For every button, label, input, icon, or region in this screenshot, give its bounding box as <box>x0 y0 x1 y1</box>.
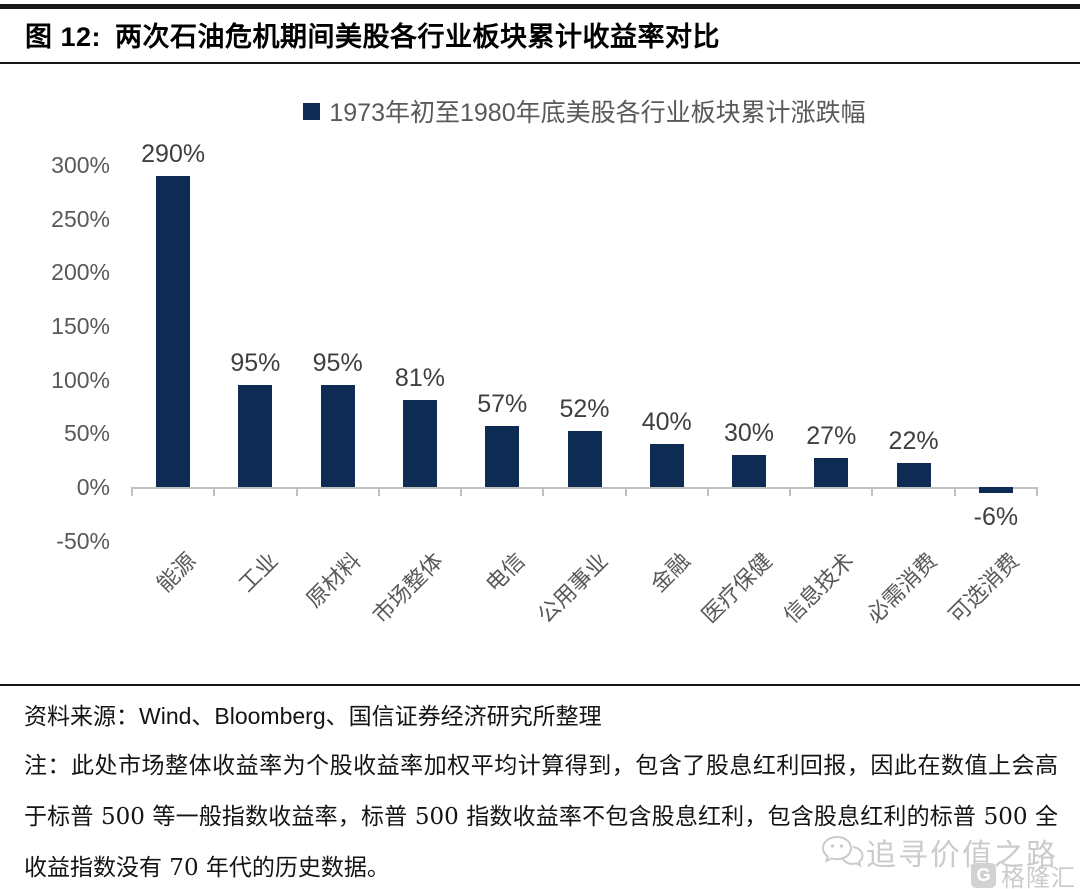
figure-title-text: 两次石油危机期间美股各行业板块累计收益率对比 <box>115 22 721 52</box>
axis-tick <box>213 487 216 496</box>
bar-value-label: -6% <box>973 503 1019 532</box>
wechat-watermark-text: 追寻价值之路 <box>866 839 1058 872</box>
bar-value-label: 30% <box>724 418 775 447</box>
y-tick-label: 250% <box>51 205 110 232</box>
bar <box>238 385 273 487</box>
y-tick-label: -50% <box>56 527 110 554</box>
bar <box>732 454 767 487</box>
gelonghui-watermark: G 格隆汇 <box>971 858 1076 889</box>
axis-tick <box>377 487 380 496</box>
bar-value-label: 290% <box>141 139 206 168</box>
axis-tick <box>542 487 545 496</box>
chart-legend: 1973年初至1980年底美股各行业板块累计涨跌幅 <box>132 93 1037 129</box>
figure-caption: 图 12: 两次石油危机期间美股各行业板块累计收益率对比 <box>25 15 720 54</box>
footer-divider-rule <box>0 684 1080 686</box>
axis-tick <box>953 487 956 496</box>
y-tick-label: 0% <box>76 474 110 500</box>
axis-tick <box>706 487 709 496</box>
bar-value-label: 52% <box>559 395 610 424</box>
legend-swatch-icon <box>303 102 321 120</box>
bar-value-label: 27% <box>806 422 857 451</box>
y-tick-label: 100% <box>51 366 110 393</box>
bar-value-label: 22% <box>888 427 939 456</box>
axis-tick <box>789 487 792 496</box>
y-tick-label: 150% <box>51 313 110 340</box>
bar <box>402 400 437 487</box>
data-source-line: 资料来源：Wind、Bloomberg、国信证券经济研究所整理 <box>24 703 602 729</box>
axis-tick <box>460 487 463 496</box>
wechat-watermark: 追寻价值之路 <box>820 830 1058 874</box>
y-tick-label: 300% <box>51 152 110 179</box>
axis-tick <box>1036 487 1038 496</box>
bar <box>896 463 931 487</box>
y-tick-label: 50% <box>63 420 110 447</box>
bar <box>485 425 520 487</box>
bar <box>814 458 849 487</box>
bar <box>978 487 1013 494</box>
y-tick-label: 200% <box>51 259 110 286</box>
footnote-text: 注：此处市场整体收益率为个股收益率加权平均计算得到，包含了股息红利回报，因此在数… <box>24 753 1058 881</box>
axis-tick <box>295 487 298 496</box>
gelonghui-logo-icon: G <box>971 863 996 888</box>
bar-value-label: 95% <box>230 349 281 378</box>
axis-tick <box>871 487 874 496</box>
x-axis-line <box>132 487 1037 489</box>
bar-value-label: 40% <box>641 408 692 437</box>
bar <box>567 431 602 487</box>
bar-value-label: 57% <box>477 389 528 418</box>
axis-tick <box>131 487 133 496</box>
bar <box>156 175 191 487</box>
figure-number: 图 12: <box>25 22 102 52</box>
gelonghui-logo-text: 格隆汇 <box>1001 865 1076 889</box>
wechat-icon <box>821 835 864 868</box>
bar <box>320 385 355 487</box>
axis-tick <box>624 487 627 496</box>
bar-value-label: 81% <box>394 364 445 393</box>
bar <box>649 444 684 487</box>
top-border-rule <box>0 4 1080 9</box>
bar-value-label: 95% <box>312 349 363 378</box>
caption-divider-rule <box>0 62 1080 64</box>
legend-series-label: 1973年初至1980年底美股各行业板块累计涨跌幅 <box>329 99 866 127</box>
